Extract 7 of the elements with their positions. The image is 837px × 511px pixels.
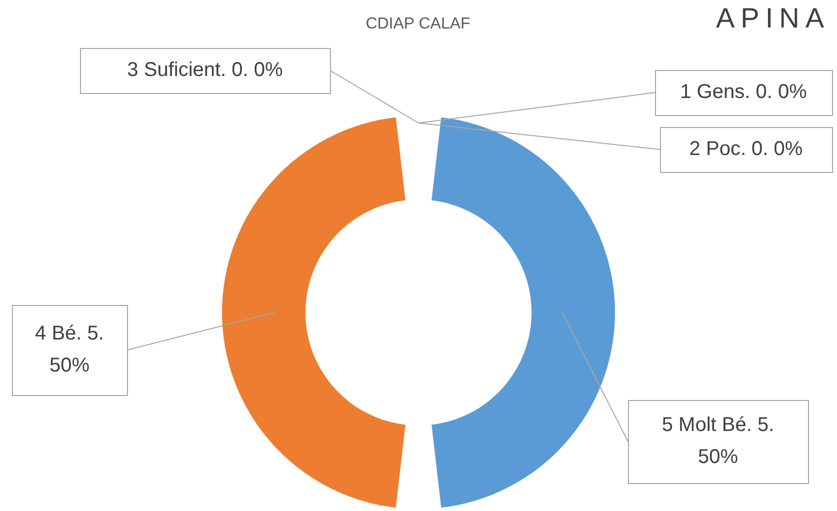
category-label: 3 Suficient. 0. 0%	[127, 59, 283, 82]
text: APINA	[716, 2, 830, 34]
category-label: 2 Poc. 0. 0%	[689, 138, 803, 160]
slice-label: 4 Bé. 5. 50%	[35, 322, 104, 377]
slice-label: 5 Molt Bé. 5. 50%	[662, 414, 774, 468]
chart-title: CDIAP CALAF	[366, 15, 471, 32]
category-label: 1 Gens. 0. 0%	[680, 81, 807, 104]
